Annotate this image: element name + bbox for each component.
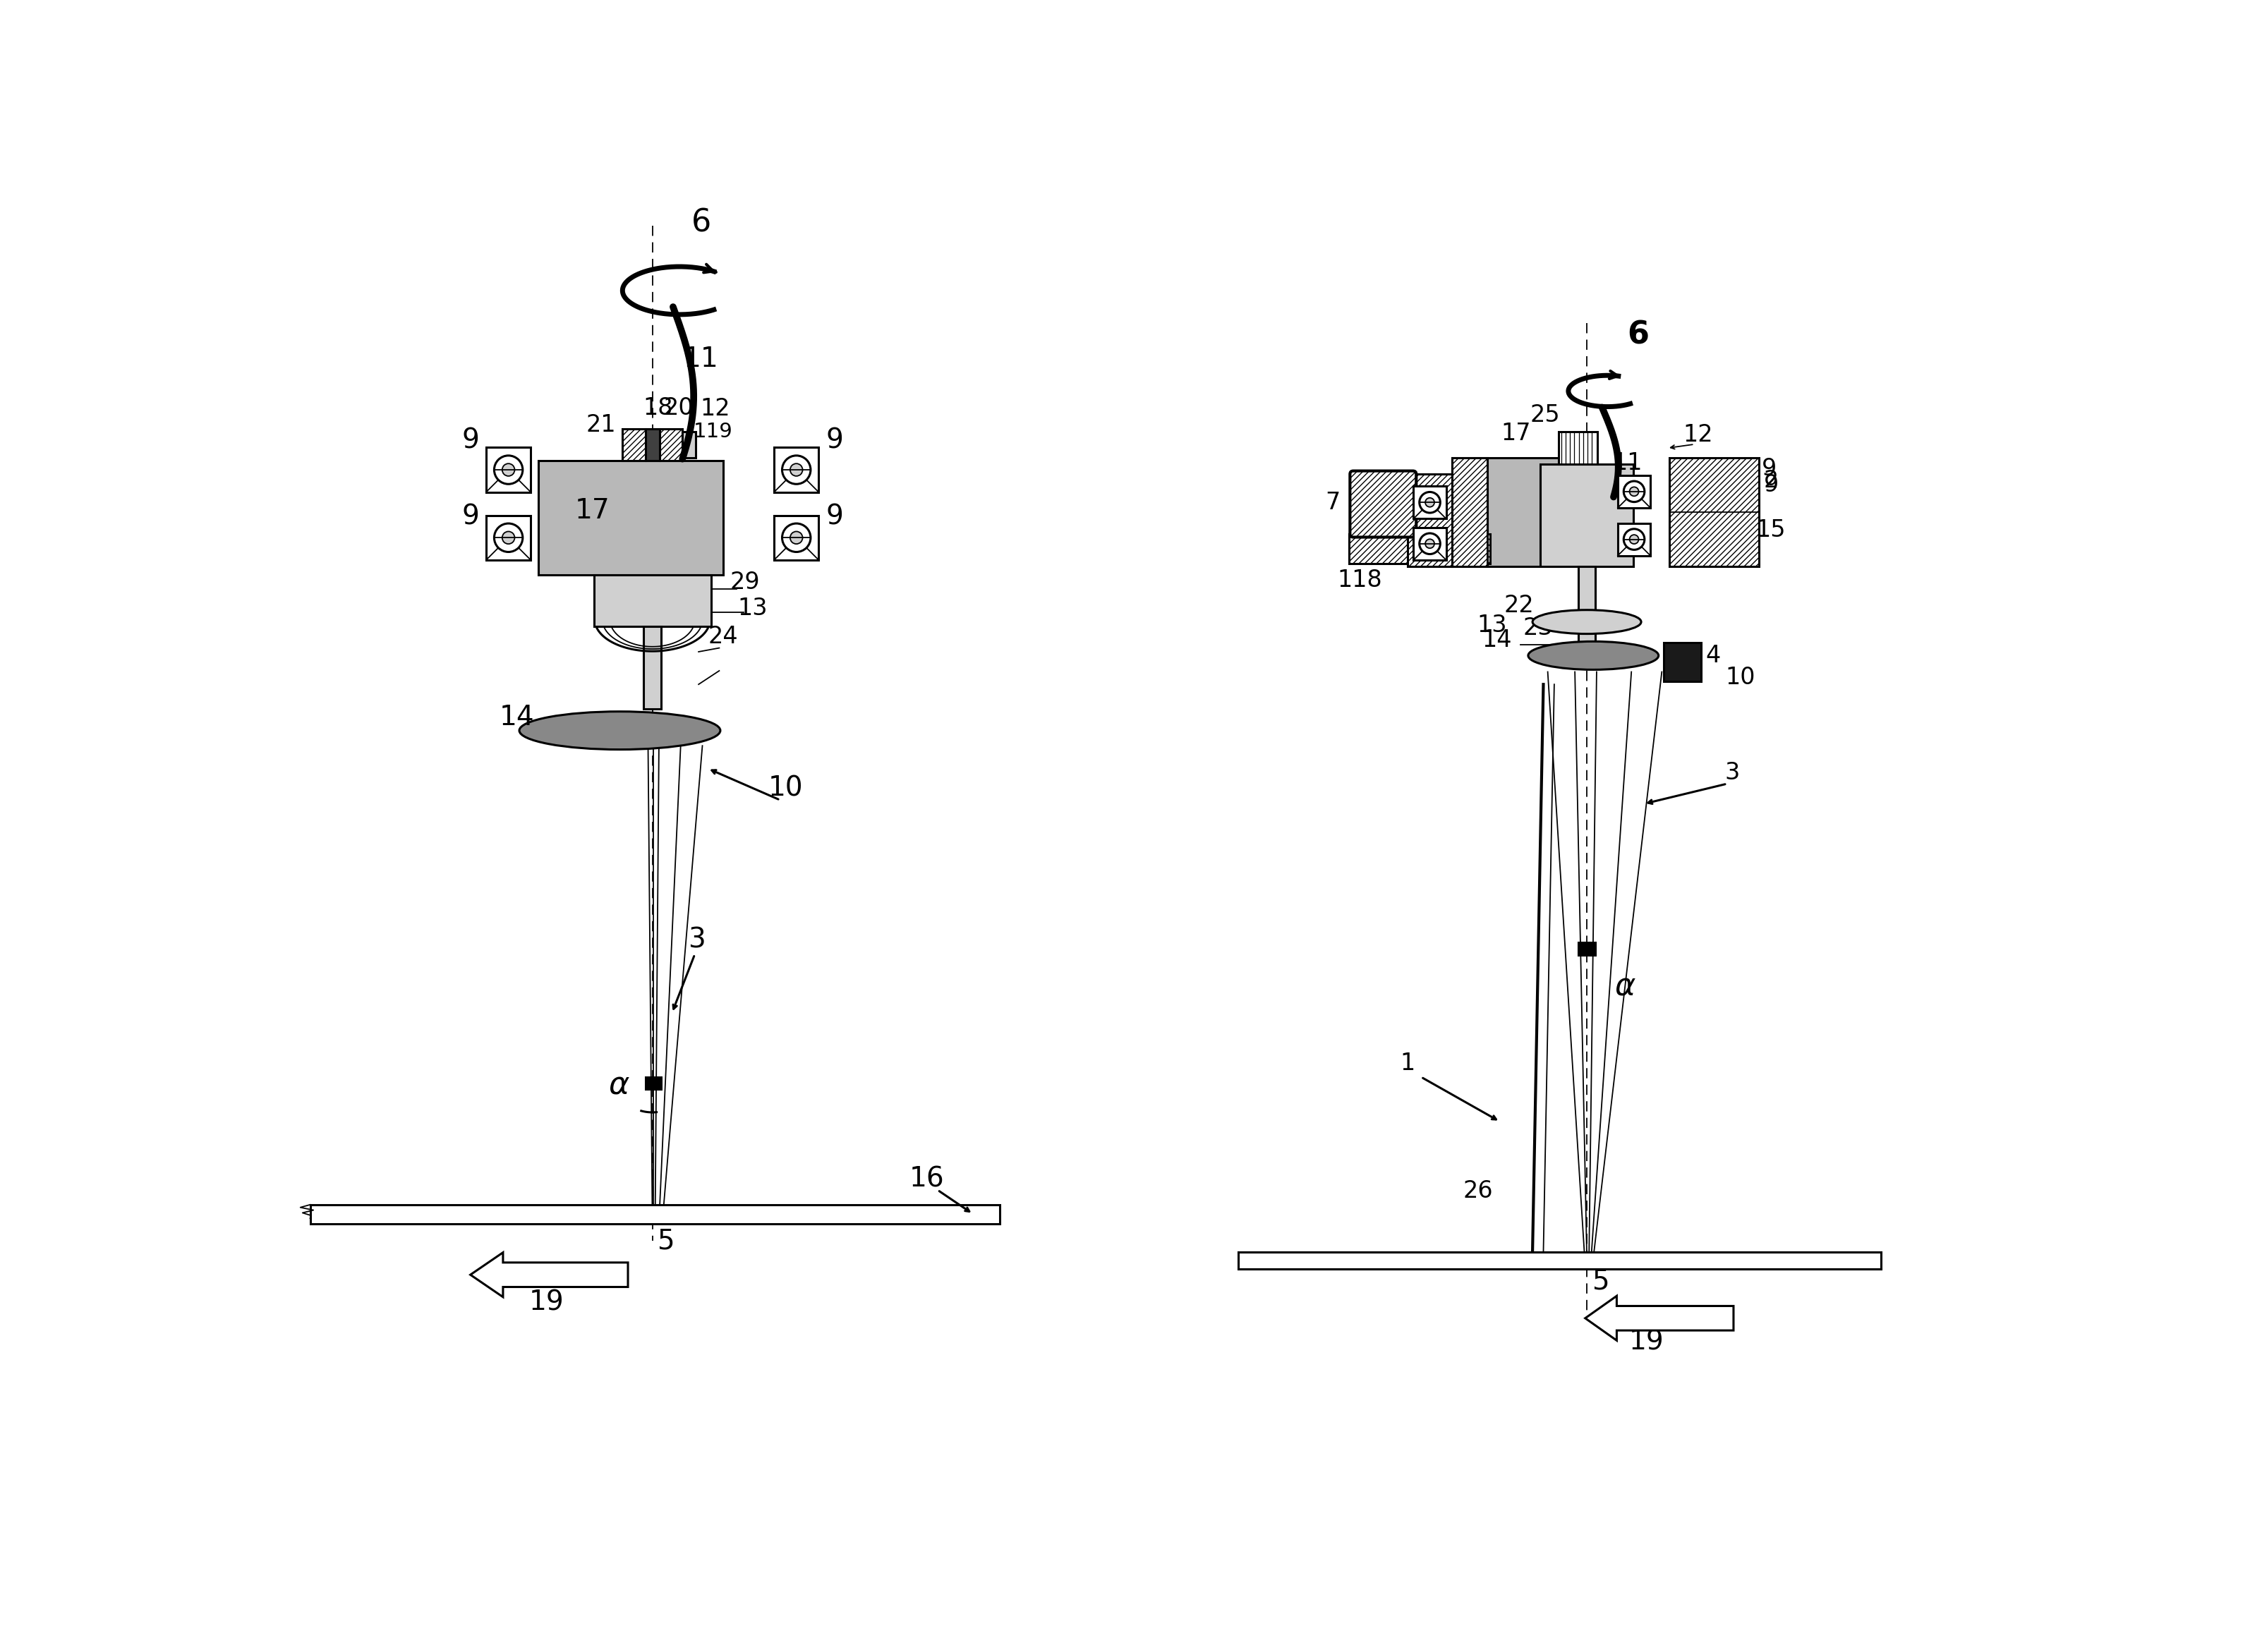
Text: 13: 13 [1477, 613, 1506, 636]
Ellipse shape [520, 712, 719, 750]
Bar [486, 515, 532, 560]
Text: 9: 9 [461, 502, 480, 530]
Text: 25: 25 [1529, 403, 1561, 426]
Text: 17: 17 [1502, 421, 1531, 444]
Bar [538, 461, 724, 575]
Text: 18: 18 [642, 396, 672, 420]
Circle shape [1629, 535, 1638, 544]
Text: 14: 14 [500, 704, 534, 730]
Circle shape [1624, 481, 1644, 502]
Text: 11: 11 [683, 345, 719, 372]
Bar [1617, 476, 1651, 507]
Circle shape [783, 456, 810, 484]
Bar [310, 1204, 1000, 1224]
Text: α: α [608, 1070, 629, 1100]
FancyArrow shape [1586, 1295, 1733, 1340]
Bar [486, 448, 532, 492]
Text: 11: 11 [1613, 451, 1642, 474]
Text: 10: 10 [769, 775, 803, 801]
Bar [1414, 527, 1445, 560]
Circle shape [493, 524, 523, 552]
Text: 20: 20 [663, 396, 694, 420]
Text: 22: 22 [1504, 593, 1534, 618]
Text: 10: 10 [1726, 666, 1755, 689]
Text: 19: 19 [1629, 1328, 1665, 1355]
Text: 29: 29 [731, 572, 760, 595]
Text: 119: 119 [694, 421, 733, 441]
Text: 2: 2 [1764, 469, 1778, 492]
Bar [1579, 942, 1595, 955]
Bar [683, 431, 697, 458]
Bar [645, 430, 661, 461]
Bar [647, 1077, 661, 1089]
Text: 13: 13 [737, 596, 767, 620]
Text: 3: 3 [1726, 762, 1739, 785]
Text: 14: 14 [1482, 628, 1513, 653]
Text: 26: 26 [1464, 1180, 1493, 1203]
Text: 9: 9 [826, 502, 844, 530]
Text: 1: 1 [1400, 1052, 1416, 1075]
Text: 6: 6 [692, 208, 710, 238]
Circle shape [502, 464, 516, 476]
Text: α: α [1615, 971, 1635, 1001]
Text: 9: 9 [461, 426, 480, 454]
Text: 23: 23 [1522, 616, 1554, 639]
Text: 5: 5 [656, 1227, 674, 1256]
Bar [1407, 474, 1452, 567]
Text: 12: 12 [1683, 423, 1712, 446]
Text: 12: 12 [699, 396, 731, 421]
Bar [1579, 567, 1595, 664]
Circle shape [1425, 539, 1434, 548]
Bar [1452, 458, 1561, 567]
FancyBboxPatch shape [1350, 471, 1416, 537]
Text: 16: 16 [909, 1166, 943, 1193]
Bar [774, 515, 819, 560]
Text: 24: 24 [708, 624, 737, 649]
Bar [1540, 464, 1633, 567]
Text: 9: 9 [1384, 477, 1398, 501]
Text: 21: 21 [586, 413, 615, 436]
Text: 118: 118 [1337, 568, 1382, 591]
Text: 9: 9 [826, 426, 844, 454]
Text: 7: 7 [1326, 491, 1339, 514]
Bar [645, 626, 661, 709]
Text: 17: 17 [575, 497, 611, 524]
Bar [1559, 431, 1597, 464]
Text: 9: 9 [1764, 472, 1778, 497]
Bar [1665, 643, 1701, 682]
Text: 3: 3 [688, 927, 706, 953]
Text: 15: 15 [1755, 519, 1787, 542]
Bar [1452, 458, 1488, 567]
Bar [1348, 534, 1491, 563]
Bar [774, 448, 819, 492]
Circle shape [1425, 497, 1434, 507]
Circle shape [783, 524, 810, 552]
Ellipse shape [1534, 610, 1642, 634]
Bar [661, 430, 683, 461]
Circle shape [789, 532, 803, 544]
Text: 6: 6 [1626, 320, 1649, 350]
Circle shape [1629, 487, 1638, 496]
FancyArrow shape [470, 1252, 629, 1297]
Text: 5: 5 [1592, 1267, 1608, 1295]
Circle shape [1418, 492, 1441, 512]
Ellipse shape [1529, 641, 1658, 669]
Circle shape [789, 464, 803, 476]
Bar [1669, 458, 1760, 567]
Bar [1237, 1252, 1882, 1269]
Circle shape [1624, 529, 1644, 550]
Circle shape [1418, 534, 1441, 553]
Text: 19: 19 [529, 1290, 563, 1317]
Text: 9: 9 [1762, 458, 1776, 481]
Bar [593, 575, 710, 626]
Bar [622, 430, 645, 461]
Bar [1414, 486, 1445, 519]
Bar [1617, 524, 1651, 555]
Text: 4: 4 [1706, 644, 1721, 667]
Circle shape [493, 456, 523, 484]
Circle shape [502, 532, 516, 544]
